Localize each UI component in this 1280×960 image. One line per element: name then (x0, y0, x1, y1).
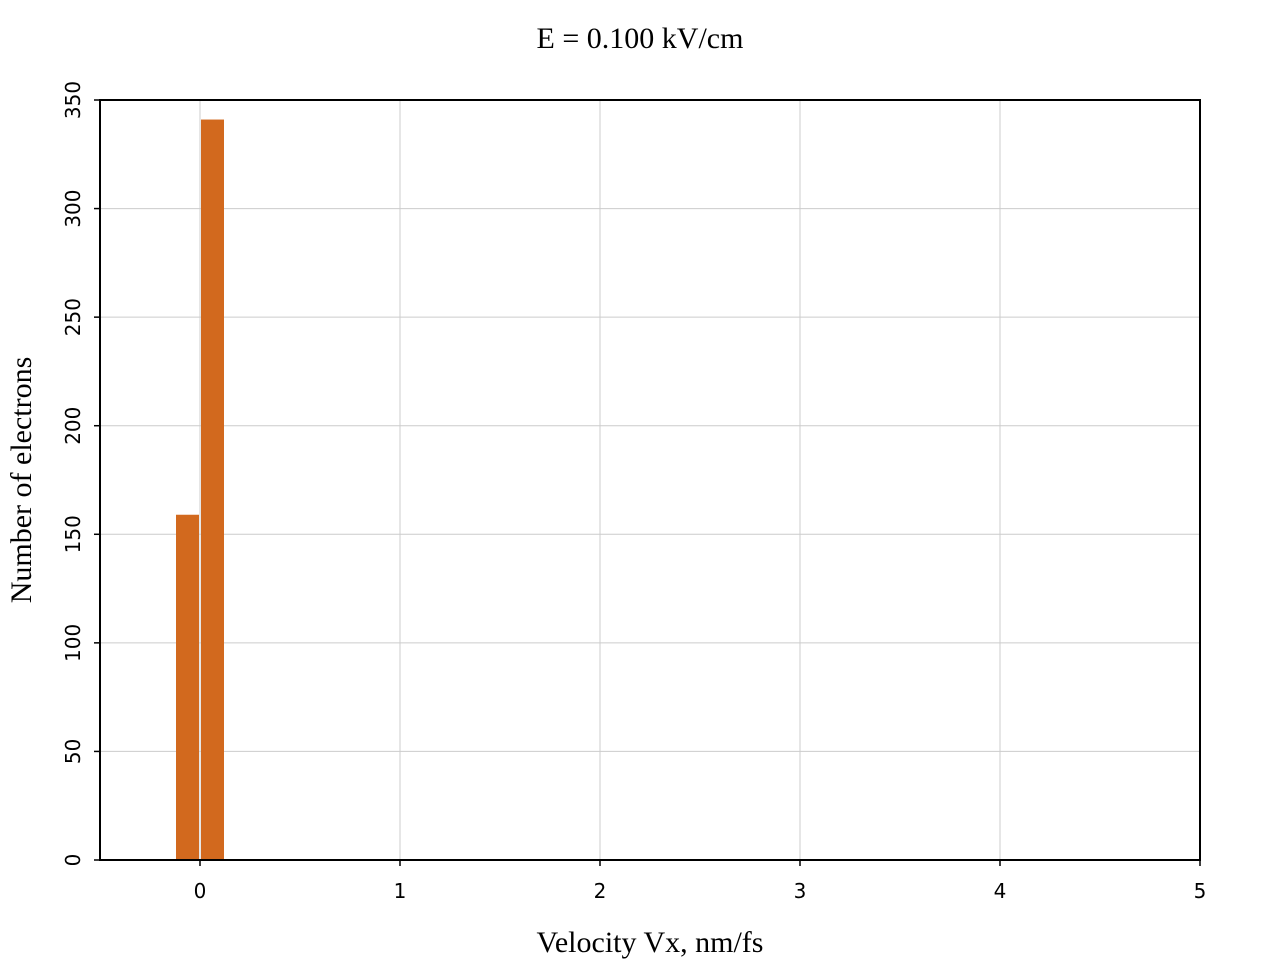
x-tick-label: 5 (1194, 879, 1207, 903)
plot-frame (99, 99, 1201, 861)
y-tick-label: 350 (61, 81, 85, 119)
x-tick-label: 3 (794, 879, 807, 903)
y-tick-label: 50 (61, 739, 85, 764)
x-tick-label: 2 (594, 879, 607, 903)
y-tick-label: 200 (61, 407, 85, 445)
grid-lines (100, 99, 1200, 860)
histogram-bars (176, 119, 224, 861)
x-tick-label: 0 (194, 879, 207, 903)
y-tick-label: 0 (61, 854, 85, 867)
y-tick-label: 100 (61, 624, 85, 662)
y-tick-label: 250 (61, 298, 85, 336)
y-axis-ticks: 0 50 100 150 200 250 300 350 (61, 81, 100, 866)
histogram-bar-0 (176, 514, 199, 860)
y-axis-label: Number of electrons (5, 357, 38, 604)
y-tick-label: 150 (61, 515, 85, 553)
x-axis-ticks: 0 1 2 3 4 5 (194, 860, 1207, 903)
x-tick-label: 1 (394, 879, 407, 903)
x-axis-label: Velocity Vx, nm/fs (537, 926, 764, 959)
y-tick-label: 300 (61, 189, 85, 227)
x-tick-label: 4 (994, 879, 1007, 903)
histogram-bar-1 (201, 119, 224, 861)
chart-title: E = 0.100 kV/cm (537, 22, 744, 55)
